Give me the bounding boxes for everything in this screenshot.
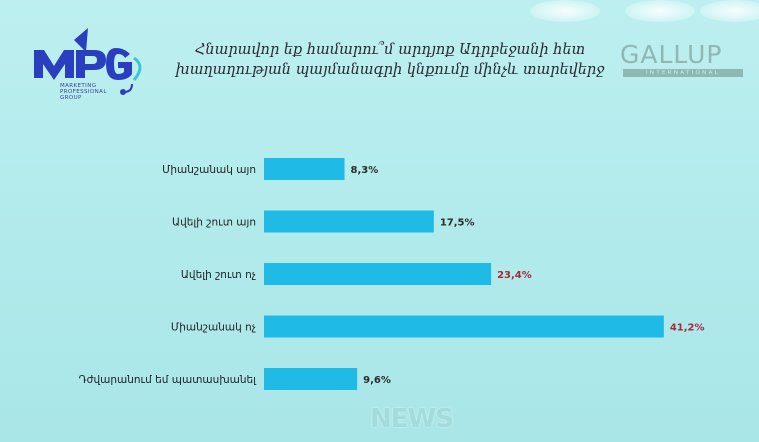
value-label: 9,6% xyxy=(363,375,391,386)
gallup-logo-band: INTERNATIONAL xyxy=(623,69,743,77)
category-label: Միանշանակ ոչ xyxy=(171,322,256,334)
bar xyxy=(264,368,358,390)
bar xyxy=(264,210,434,233)
bar xyxy=(264,315,664,338)
value-label: 41,2% xyxy=(670,323,705,334)
news-watermark: NEWS xyxy=(370,404,454,434)
mpg-logo-subtitle-line: MARKETING xyxy=(60,83,97,89)
mpg-logo-subtitle-line: PROFESSIONAL xyxy=(60,89,107,95)
light-glare xyxy=(700,0,759,22)
mpg-logo-mark xyxy=(34,28,142,95)
mpg-logo-subtitle-line: GROUP xyxy=(60,95,82,101)
value-label: 17,5% xyxy=(440,218,475,229)
gallup-logo-word: GALLUP xyxy=(620,40,723,69)
gallup-logo-subtitle: INTERNATIONAL xyxy=(646,70,720,76)
category-label: Ավելի շուտ այո xyxy=(172,217,256,229)
light-glare xyxy=(530,0,600,22)
chart-title-line-2: խաղաղության պայմանագրի կնքումը մինչև տար… xyxy=(175,62,605,78)
category-label: Ավելի շուտ ոչ xyxy=(181,269,256,281)
light-glare xyxy=(625,0,695,22)
value-label: 8,3% xyxy=(351,165,379,176)
category-label: Միանշանակ այո xyxy=(162,164,256,176)
bar xyxy=(264,158,345,180)
gallup-international-logo: GALLUP INTERNATIONAL xyxy=(620,42,746,82)
chart-title: Հնարավոր եք համարու՞մ արդյոք Ադրբեջանի հ… xyxy=(170,40,610,80)
bar xyxy=(264,263,492,285)
value-label: 23,4% xyxy=(497,270,532,281)
chart-title-line-1: Հնարավոր եք համարու՞մ արդյոք Ադրբեջանի հ… xyxy=(194,42,586,58)
mpg-logo xyxy=(34,28,142,95)
category-label: Դժվարանում եմ պատասխանել xyxy=(79,374,257,386)
